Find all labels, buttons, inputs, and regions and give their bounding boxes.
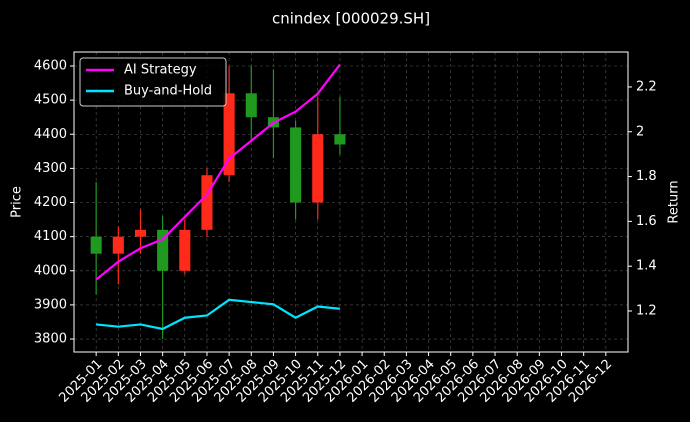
y2-tick-label: 2 [636,124,644,139]
line-series [96,298,341,331]
candle [157,216,169,340]
y-tick-label: 4100 [34,229,67,244]
candle-body [179,229,191,271]
candle [112,226,124,285]
y-axis-label: Price [10,186,25,218]
y2-axis-label: Return [667,180,682,223]
candle-body [157,229,169,271]
y2-tick-label: 1.8 [636,169,657,184]
y-tick-label: 3800 [34,332,67,347]
candle [179,219,191,275]
candle [90,182,102,295]
candle [334,96,346,155]
y-tick-label: 3900 [34,297,67,312]
candle-body [312,134,324,203]
legend-box [79,57,227,107]
y2-tick-label: 1.4 [636,259,657,274]
candle [223,65,235,183]
candle [245,65,257,142]
plot-frame [73,51,629,353]
y-tick-label: 4600 [34,58,67,73]
line-series [95,63,341,281]
candle-body [290,127,302,203]
legend-label: Buy-and-Hold [124,84,212,99]
y2-tick-label: 1.2 [636,303,657,318]
y-tick-label: 4200 [34,195,67,210]
candle-body [90,236,102,254]
y-tick-label: 4500 [34,93,67,108]
y-tick-label: 4300 [34,161,67,176]
candle [290,120,302,220]
y2-tick-label: 2.2 [636,79,657,94]
candle-body [201,175,213,230]
candle-body [245,93,257,118]
legend: AI Strategy Buy-and-Hold [79,57,227,107]
candle-body [223,93,235,176]
legend-label: AI Strategy [124,63,197,78]
candle-body [112,236,124,254]
candle [134,209,147,254]
candle-body [134,229,147,237]
candle-body [334,134,346,145]
y-tick-label: 4400 [34,127,67,142]
y-tick-label: 4000 [34,263,67,278]
candle [312,96,324,220]
y2-tick-label: 1.6 [636,214,657,229]
candle [201,168,213,237]
chart-title: cnindex [000029.SH] [272,10,430,28]
